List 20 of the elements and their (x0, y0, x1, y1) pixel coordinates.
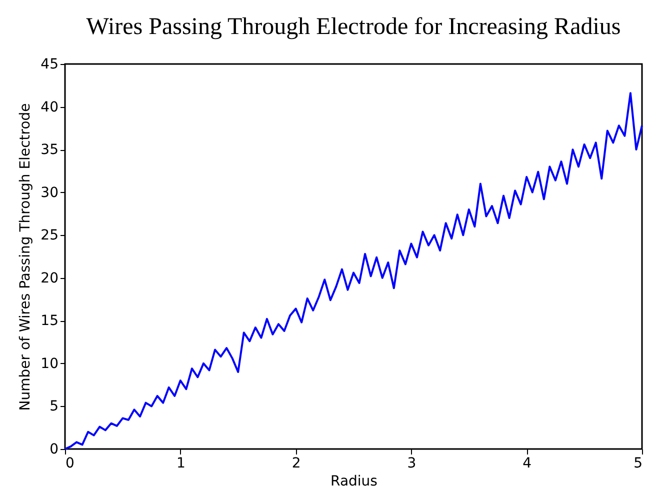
y-tick-label: 0 (50, 442, 58, 458)
chart-title: Wires Passing Through Electrode for Increasing Radius (86, 14, 621, 40)
x-tick-label: 4 (522, 456, 532, 472)
y-tick-label: 40 (40, 99, 58, 116)
y-tick-label: 20 (40, 270, 58, 286)
x-tick-label: 1 (176, 456, 186, 472)
line-series (64, 92, 643, 450)
x-tick-label: 0 (66, 456, 74, 472)
x-tick-label: 3 (407, 456, 416, 472)
y-tick-label: 35 (40, 142, 58, 158)
y-tick-label: 45 (40, 56, 58, 72)
y-tick-label: 10 (40, 356, 58, 372)
x-tick-label: 2 (292, 456, 301, 472)
y-axis-title: Number of Wires Passing Through Electrode (18, 103, 34, 411)
x-tick-label: 5 (634, 456, 642, 472)
x-axis-title: Radius (330, 474, 378, 490)
y-tick-label: 15 (40, 313, 58, 330)
y-tick-label: 25 (40, 228, 58, 244)
y-tick-label: 5 (50, 398, 58, 415)
y-tick-label: 30 (40, 184, 58, 201)
